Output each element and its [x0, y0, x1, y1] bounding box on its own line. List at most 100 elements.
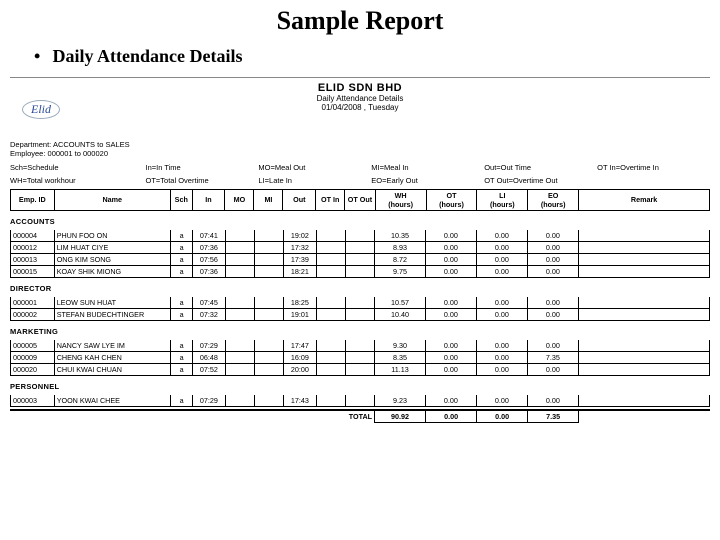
cell-out: 17:39 — [284, 253, 317, 265]
cell-eo: 0.00 — [527, 230, 578, 242]
cell-otout — [345, 363, 374, 375]
cell-otout — [345, 230, 374, 242]
legend-wh: WH=Total workhour — [10, 176, 145, 185]
legend-otin: OT In=Overtime In — [597, 163, 710, 172]
cell-otin — [316, 308, 345, 320]
col-header: Remark — [579, 189, 710, 210]
cell-li: 0.00 — [476, 241, 527, 253]
cell-sch: a — [171, 253, 193, 265]
cell-otin — [316, 395, 345, 407]
cell-otout — [345, 351, 374, 363]
legend-row-2: WH=Total workhour OT=Total Overtime LI=L… — [10, 176, 710, 185]
table-row: 000004PHUN FOO ONa07:4119:0210.350.000.0… — [11, 230, 710, 242]
cell-sch: a — [171, 395, 193, 407]
legend-ot: OT=Total Overtime — [145, 176, 258, 185]
report-header-table: Emp. IDNameSchInMOMIOutOT InOT OutWH(hou… — [10, 189, 710, 211]
totals-li: 0.00 — [477, 410, 528, 423]
cell-li: 0.00 — [476, 363, 527, 375]
cell-mi — [254, 265, 283, 277]
cell-name: ONG KIM SONG — [54, 253, 171, 265]
cell-id: 000020 — [11, 363, 55, 375]
col-header: MO — [225, 189, 254, 210]
col-header: Sch — [170, 189, 192, 210]
cell-eo: 0.00 — [527, 340, 578, 352]
cell-otout — [345, 340, 374, 352]
cell-mo — [225, 230, 254, 242]
col-header: EO(hours) — [528, 189, 579, 210]
cell-id: 000001 — [11, 297, 55, 309]
table-row: 000015KOAY SHIK MIONGa07:3618:219.750.00… — [11, 265, 710, 277]
cell-rem — [578, 308, 709, 320]
table-row: 000003YOON KWAI CHEEa07:2917:439.230.000… — [11, 395, 710, 407]
cell-eo: 0.00 — [527, 308, 578, 320]
cell-in: 07:45 — [193, 297, 226, 309]
cell-in: 07:29 — [193, 395, 226, 407]
table-row: 000020CHUI KWAI CHUANa07:5220:0011.130.0… — [11, 363, 710, 375]
table-row: 000012LIM HUAT CIYEa07:3617:328.930.000.… — [11, 241, 710, 253]
cell-name: YOON KWAI CHEE — [54, 395, 171, 407]
cell-eo: 0.00 — [527, 265, 578, 277]
col-header: LI(hours) — [477, 189, 528, 210]
cell-sch: a — [171, 265, 193, 277]
cell-out: 17:43 — [284, 395, 317, 407]
cell-out: 17:32 — [284, 241, 317, 253]
cell-ot: 0.00 — [425, 265, 476, 277]
cell-wh: 10.40 — [375, 308, 426, 320]
col-header: OT(hours) — [426, 189, 477, 210]
cell-out: 18:21 — [284, 265, 317, 277]
slide-bullet: • Daily Attendance Details — [0, 36, 720, 73]
cell-otin — [316, 340, 345, 352]
cell-eo: 0.00 — [527, 395, 578, 407]
section-table: 000005NANCY SAW LYE IMa07:2917:479.300.0… — [10, 340, 710, 376]
company-name: ELID SDN BHD — [10, 82, 710, 94]
cell-sch: a — [171, 351, 193, 363]
cell-in: 07:36 — [193, 241, 226, 253]
legend-eo: EO=Early Out — [371, 176, 484, 185]
legend-blank — [597, 176, 710, 185]
cell-ot: 0.00 — [425, 363, 476, 375]
legend-mi: MI=Meal In — [371, 163, 484, 172]
cell-out: 17:47 — [284, 340, 317, 352]
cell-li: 0.00 — [476, 340, 527, 352]
cell-mo — [225, 351, 254, 363]
cell-in: 06:48 — [193, 351, 226, 363]
cell-mi — [254, 308, 283, 320]
cell-wh: 8.35 — [375, 351, 426, 363]
bullet-dot: • — [34, 46, 48, 67]
cell-mo — [225, 363, 254, 375]
cell-li: 0.00 — [476, 395, 527, 407]
col-header: OT Out — [345, 189, 375, 210]
cell-otout — [345, 395, 374, 407]
cell-wh: 11.13 — [375, 363, 426, 375]
cell-id: 000009 — [11, 351, 55, 363]
cell-in: 07:36 — [193, 265, 226, 277]
cell-out: 18:25 — [284, 297, 317, 309]
cell-otin — [316, 351, 345, 363]
cell-in: 07:41 — [193, 230, 226, 242]
sections-container: ACCOUNTS000004PHUN FOO ONa07:4119:0210.3… — [10, 217, 710, 407]
cell-in: 07:32 — [193, 308, 226, 320]
cell-li: 0.00 — [476, 265, 527, 277]
cell-name: CHUI KWAI CHUAN — [54, 363, 171, 375]
cell-rem — [578, 265, 709, 277]
cell-in: 07:56 — [193, 253, 226, 265]
cell-eo: 0.00 — [527, 241, 578, 253]
cell-otin — [316, 241, 345, 253]
cell-out: 19:02 — [284, 230, 317, 242]
cell-mo — [225, 265, 254, 277]
table-row: 000002STEFAN BUDECHTINGERa07:3219:0110.4… — [11, 308, 710, 320]
cell-ot: 0.00 — [425, 253, 476, 265]
cell-name: NANCY SAW LYE IM — [54, 340, 171, 352]
cell-eo: 0.00 — [527, 363, 578, 375]
cell-mo — [225, 308, 254, 320]
legend-li: LI=Late In — [258, 176, 371, 185]
cell-rem — [578, 297, 709, 309]
bullet-text: Daily Attendance Details — [53, 46, 243, 66]
cell-otin — [316, 297, 345, 309]
cell-rem — [578, 340, 709, 352]
cell-ot: 0.00 — [425, 297, 476, 309]
section-table: 000004PHUN FOO ONa07:4119:0210.350.000.0… — [10, 230, 710, 278]
col-header: Emp. ID — [11, 189, 55, 210]
totals-row: TOTAL 90.92 0.00 0.00 7.35 — [10, 410, 710, 423]
table-row: 000013ONG KIM SONGa07:5617:398.720.000.0… — [11, 253, 710, 265]
